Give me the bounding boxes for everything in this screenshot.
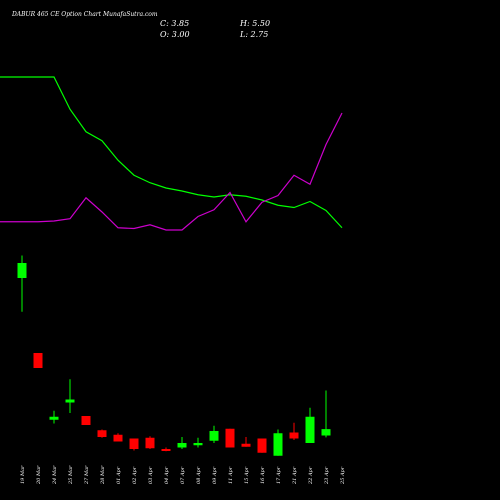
chart-title: DABUR 465 CE Option Chart MunafaSutra.co… — [11, 11, 158, 18]
candle-body — [145, 437, 155, 449]
candle-body — [273, 433, 283, 456]
candle-08-apr — [193, 437, 203, 448]
x-tick-label: 27 Mar — [84, 465, 90, 485]
x-tick-label: 09 Apr — [212, 466, 218, 484]
candle-15-apr — [241, 437, 251, 447]
candle-19-mar — [17, 255, 27, 312]
moving-averages — [0, 76, 343, 231]
open-readout: O: 3.00 — [160, 30, 190, 39]
candles — [17, 255, 331, 456]
candle-09-apr — [209, 425, 219, 443]
candle-body — [177, 443, 187, 448]
x-tick-label: 02 Apr — [132, 466, 138, 484]
candle-body — [33, 353, 43, 368]
candle-20-mar — [33, 353, 43, 368]
candle-body — [113, 434, 123, 442]
candle-body — [321, 429, 331, 436]
candle-body — [289, 432, 299, 439]
candle-body — [97, 430, 107, 437]
low-readout: L: 2.75 — [239, 30, 268, 39]
candle-23-apr — [321, 390, 331, 438]
candle-body — [161, 449, 171, 451]
candle-22-apr — [305, 407, 315, 443]
candle-01-apr — [113, 433, 123, 442]
candle-body — [65, 399, 75, 403]
x-tick-label: 20 Mar — [36, 465, 42, 485]
candle-21-apr — [289, 422, 299, 440]
candle-body — [209, 431, 219, 441]
x-tick-label: 25 Mar — [68, 465, 74, 485]
candle-body — [81, 416, 91, 425]
candle-body — [305, 416, 315, 443]
candle-07-apr — [177, 437, 187, 449]
close-readout: C: 3.85 — [160, 19, 189, 28]
candle-body — [257, 438, 267, 453]
candle-body — [225, 428, 235, 448]
candle-body — [49, 416, 59, 420]
high-readout: H: 5.50 — [239, 19, 270, 28]
candle-16-apr — [257, 438, 267, 453]
x-axis-ticks: 19 Mar 20 Mar 24 Mar 25 Mar 27 Mar 28 Mar 01 A… — [20, 465, 346, 485]
candle-28-mar — [97, 429, 107, 438]
candle-11-apr — [225, 428, 235, 448]
x-tick-label: 25 Apr — [340, 466, 346, 485]
candle-body — [129, 438, 139, 449]
x-tick-label: 07 Apr — [180, 466, 186, 484]
x-tick-label: 15 Apr — [244, 466, 250, 484]
x-tick-label: 17 Apr — [276, 466, 282, 484]
candle-24-mar — [49, 410, 59, 424]
x-tick-label: 24 Mar — [52, 465, 58, 485]
x-tick-label: 21 Apr — [292, 466, 298, 485]
candle-02-apr — [129, 438, 139, 451]
candle-17-apr — [273, 429, 283, 456]
x-tick-label: 11 Apr — [228, 466, 234, 484]
x-tick-label: 01 Apr — [116, 466, 122, 484]
x-tick-label: 08 Apr — [196, 466, 202, 484]
x-tick-label: 28 Mar — [100, 465, 106, 485]
x-tick-label: 22 Apr — [308, 466, 314, 485]
candle-body — [193, 443, 203, 446]
ma-long-line — [0, 112, 343, 231]
x-tick-label: 23 Apr — [324, 466, 330, 485]
x-tick-label: 16 Apr — [260, 466, 266, 484]
x-tick-label: 04 Apr — [164, 466, 170, 484]
x-tick-label: 19 Mar — [20, 465, 26, 484]
candle-03-apr — [145, 436, 155, 449]
candle-25-mar — [65, 379, 75, 413]
candle-04-apr — [161, 447, 171, 452]
ma-short-line — [0, 76, 343, 229]
x-tick-label: 03 Apr — [148, 466, 154, 484]
candle-body — [241, 443, 251, 447]
candle-body — [17, 263, 27, 278]
candle-27-mar — [81, 416, 91, 425]
